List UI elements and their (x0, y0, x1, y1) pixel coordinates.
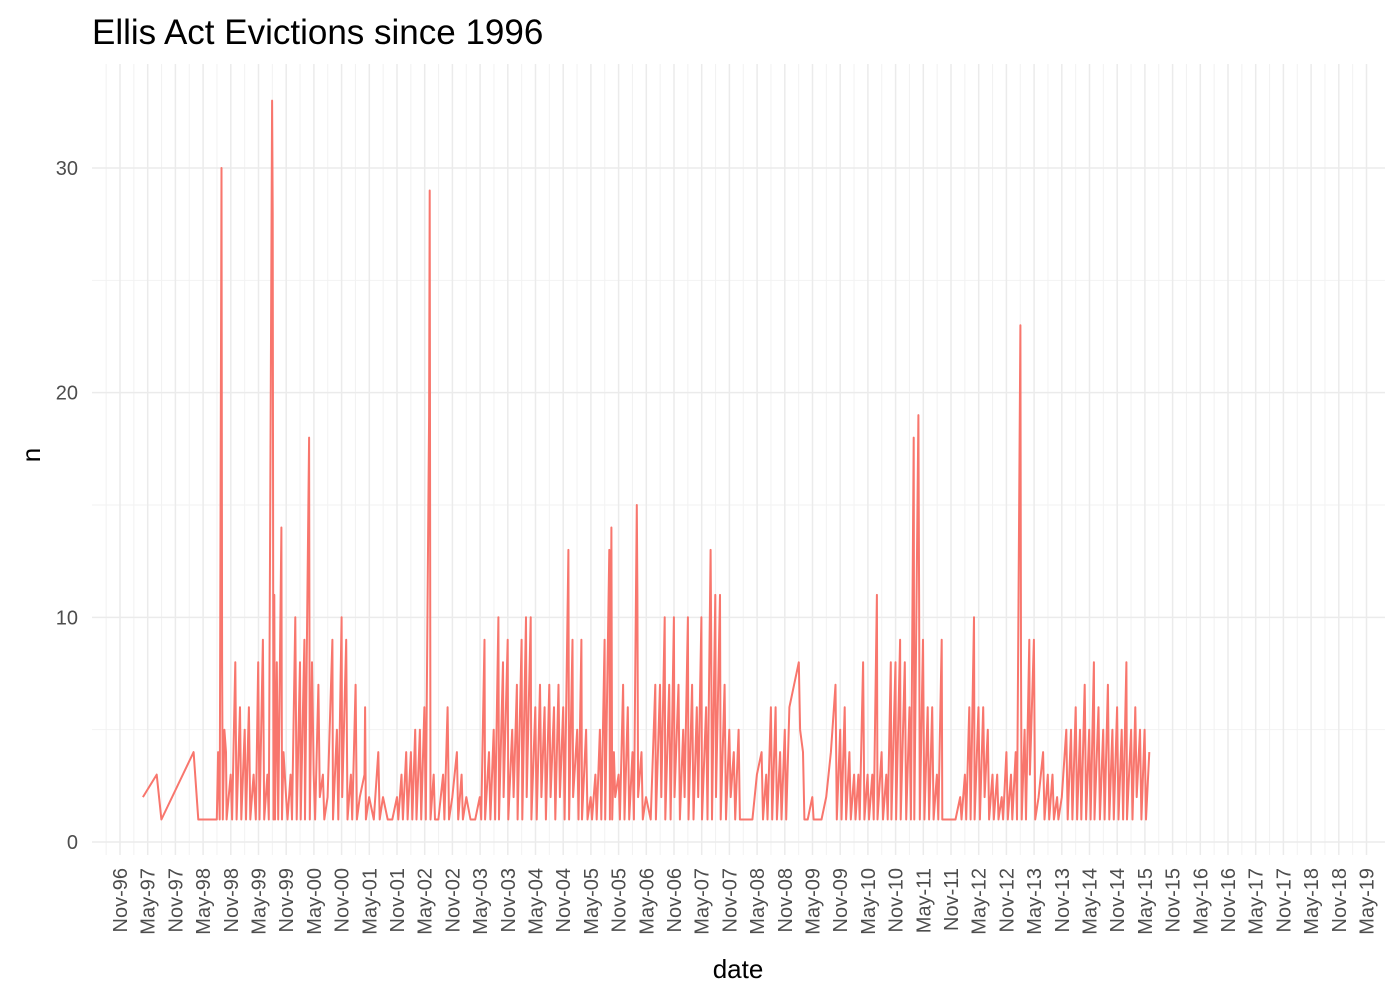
x-tick-label: May-17 (1246, 868, 1268, 935)
x-tick-label: May-00 (304, 868, 326, 935)
y-tick-label: 0 (67, 832, 78, 854)
x-tick-label: May-04 (526, 868, 548, 935)
x-tick-label: May-05 (581, 868, 603, 935)
x-tick-label: Nov-02 (442, 868, 464, 932)
x-tick-label: May-13 (1024, 868, 1046, 935)
x-tick-label: Nov-10 (886, 868, 908, 932)
x-tick-label: Nov-09 (830, 868, 852, 932)
x-tick-label: Nov-16 (1218, 868, 1240, 932)
x-tick-label: May-11 (913, 868, 935, 933)
x-tick-label: May-12 (969, 868, 991, 935)
x-tick-label: May-07 (692, 868, 714, 935)
x-tick-label: Nov-07 (719, 868, 741, 932)
x-tick-label: May-10 (858, 868, 880, 935)
x-tick-label: Nov-13 (1052, 868, 1074, 932)
x-tick-label: Nov-05 (609, 868, 631, 932)
x-tick-label: Nov-01 (387, 868, 409, 932)
x-tick-label: May-02 (415, 868, 437, 935)
x-tick-label: Nov-15 (1163, 868, 1185, 932)
x-tick-label: Nov-03 (498, 868, 520, 932)
x-tick-label: May-98 (193, 868, 215, 935)
y-tick-label: 20 (56, 383, 78, 405)
series-line (142, 99, 1151, 821)
x-tick-label: Nov-17 (1273, 868, 1295, 932)
x-tick-label: May-99 (249, 868, 271, 935)
x-tick-label: Nov-06 (664, 868, 686, 932)
x-tick-label: Nov-98 (221, 868, 243, 932)
x-tick-label: May-08 (747, 868, 769, 935)
x-tick-label: May-09 (803, 868, 825, 935)
x-axis-ticks: Nov-96 May-97 Nov-97 May-98 Nov-98 May-99 Nov-… (110, 868, 1379, 935)
x-tick-label: Nov-18 (1329, 868, 1351, 932)
y-axis-ticks: 0 10 20 30 (56, 158, 78, 854)
x-tick-label: May-18 (1301, 868, 1323, 935)
x-tick-label: Nov-11 (941, 868, 963, 931)
x-tick-label: May-06 (636, 868, 658, 935)
x-tick-label: Nov-97 (165, 868, 187, 932)
x-tick-label: Nov-12 (996, 868, 1018, 932)
series-layer (142, 99, 1151, 821)
x-tick-label: May-19 (1357, 868, 1379, 935)
x-tick-label: May-03 (470, 868, 492, 935)
x-tick-label: May-01 (359, 868, 381, 935)
x-tick-label: Nov-14 (1107, 868, 1129, 932)
y-tick-label: 10 (56, 607, 78, 629)
x-tick-label: May-14 (1080, 868, 1102, 935)
x-tick-label: May-15 (1135, 868, 1157, 935)
x-tick-label: May-16 (1190, 868, 1212, 935)
y-axis-title: n (16, 448, 46, 462)
x-tick-label: Nov-00 (332, 868, 354, 932)
x-tick-label: May-97 (138, 868, 160, 935)
x-tick-label: Nov-04 (553, 868, 575, 932)
x-tick-label: Nov-96 (110, 868, 132, 932)
x-axis-title: date (713, 954, 764, 984)
chart-title: Ellis Act Evictions since 1996 (92, 13, 543, 52)
x-tick-label: Nov-08 (775, 868, 797, 932)
x-tick-label: Nov-99 (276, 868, 298, 932)
y-tick-label: 30 (56, 158, 78, 180)
